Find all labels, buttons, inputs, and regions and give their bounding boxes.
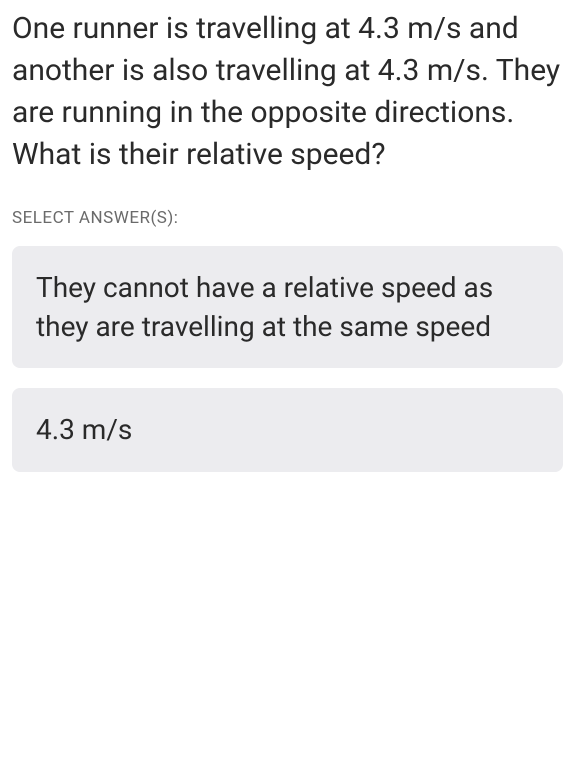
select-answer-label: SELECT ANSWER(S): — [12, 208, 563, 228]
question-text: One runner is travelling at 4.3 m/s and … — [12, 8, 563, 176]
answer-option-2[interactable]: 4.3 m/s — [12, 388, 563, 471]
answer-option-1[interactable]: They cannot have a relative speed as the… — [12, 246, 563, 368]
